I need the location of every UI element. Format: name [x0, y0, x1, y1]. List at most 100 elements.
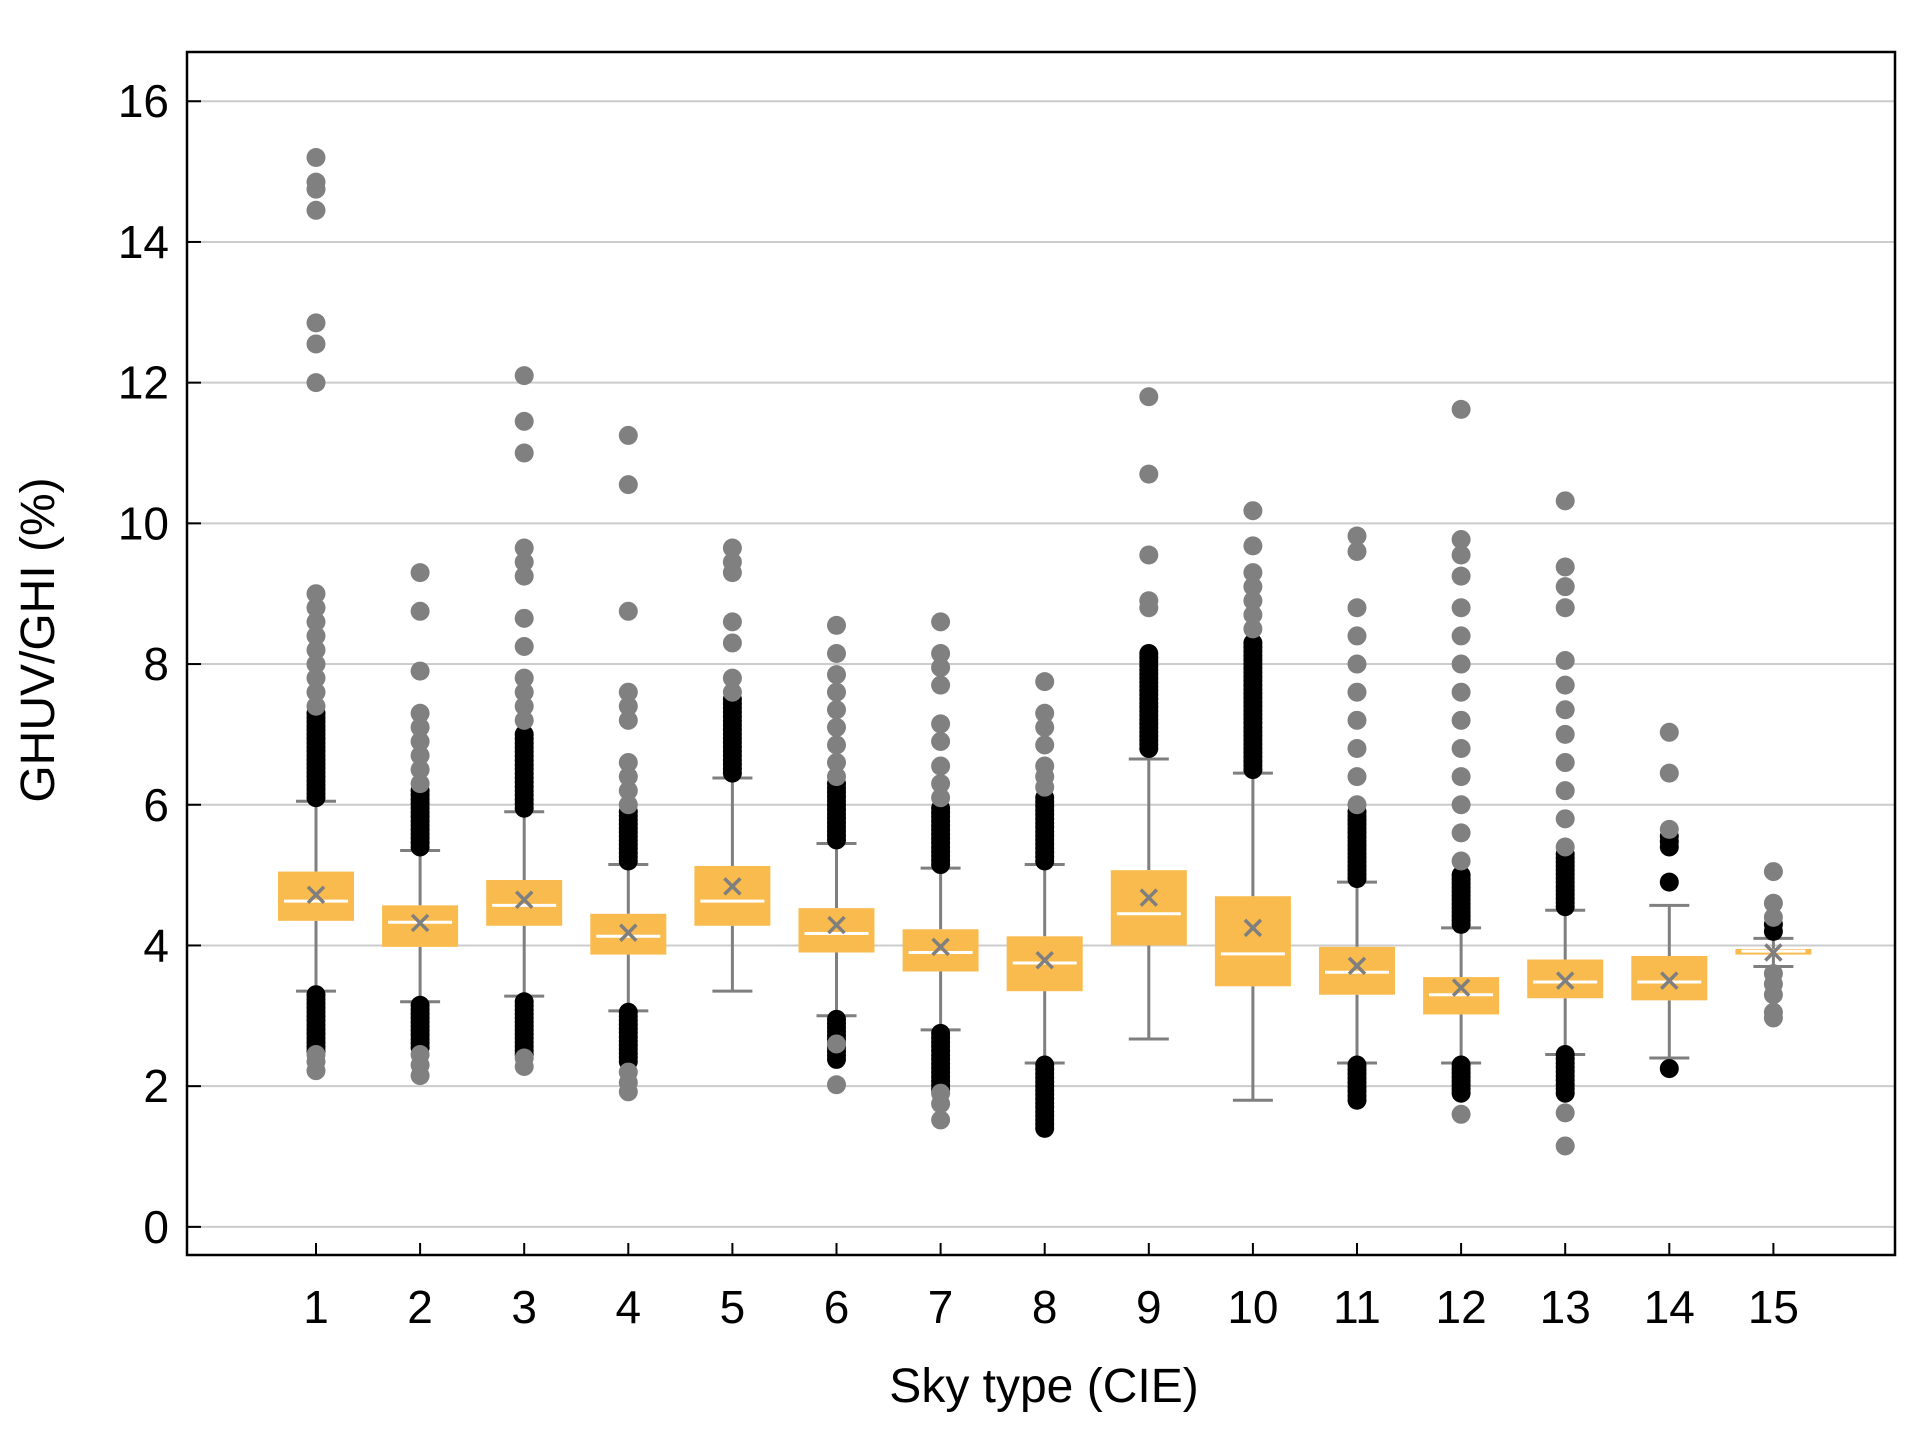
outlier-grey-11-2 [1347, 598, 1367, 618]
outlier-black-1-1-13 [306, 985, 326, 1005]
outlier-grey-12-9 [1451, 738, 1471, 758]
outlier-grey-4-4 [618, 696, 638, 716]
outlier-grey-3-13 [514, 1048, 534, 1068]
y-tick-label-0: 0 [143, 1201, 169, 1253]
mean-marker-stroke-b-7 [931, 937, 950, 957]
outlier-grey-3-2 [514, 443, 534, 463]
x-tick-label-6: 6 [824, 1281, 850, 1333]
y-tick-label-14: 14 [118, 216, 169, 268]
outlier-grey-4-7 [618, 767, 638, 787]
outlier-grey-7-8 [931, 788, 951, 808]
outlier-grey-2-6 [410, 746, 430, 766]
outlier-grey-6-6 [827, 735, 846, 755]
mean-marker-stroke-b-11 [1347, 956, 1367, 976]
box-group-7 [902, 866, 979, 1032]
x-tick-label-2: 2 [407, 1281, 433, 1333]
y-axis-title: GHUV/GHI (%) [12, 477, 65, 802]
outlier-grey-1-3 [306, 200, 326, 220]
outlier-grey-11-6 [1347, 710, 1367, 730]
mean-marker-stroke-b-4 [619, 923, 638, 943]
x-tick-label-9: 9 [1136, 1281, 1162, 1333]
outlier-grey-11-1 [1347, 541, 1367, 561]
outlier-black-3-0-17 [514, 724, 534, 744]
outlier-grey-1-12 [306, 654, 326, 674]
x-tick-label-7: 7 [928, 1281, 954, 1333]
mean-marker-stroke-b-6 [827, 915, 846, 935]
outlier-grey-11-7 [1347, 738, 1367, 758]
mean-marker-stroke-b-12 [1451, 978, 1471, 997]
outlier-grey-9-4 [1139, 598, 1159, 618]
outlier-grey-13-5 [1555, 675, 1575, 695]
box-group-9 [1110, 757, 1187, 1041]
outlier-grey-1-6 [306, 373, 326, 393]
outlier-grey-5-2 [722, 563, 742, 583]
outlier-grey-5-6 [722, 682, 742, 702]
mean-marker-4 [619, 923, 638, 943]
mean-marker-9 [1139, 888, 1159, 907]
outlier-grey-4-2 [618, 601, 638, 621]
mean-marker-14 [1660, 971, 1679, 990]
x-tick-label-4: 4 [616, 1281, 642, 1333]
box-group-10 [1214, 771, 1291, 1102]
outlier-grey-1-11 [306, 640, 326, 660]
outlier-grey-2-5 [410, 731, 430, 751]
plot-frame [185, 50, 1897, 1257]
outlier-grey-2-0 [410, 563, 430, 583]
outlier-grey-3-11 [514, 710, 534, 730]
outlier-grey-7-4 [931, 714, 951, 734]
outlier-grey-1-9 [306, 612, 326, 632]
outlier-black-6-1-10 [827, 1009, 846, 1029]
x-tick-label-8: 8 [1032, 1281, 1058, 1333]
outlier-grey-1-13 [306, 668, 326, 688]
outlier-grey-3-6 [514, 608, 534, 628]
outlier-grey-15-5 [1763, 985, 1783, 1005]
x-tick-label-10: 10 [1227, 1281, 1278, 1333]
outlier-grey-7-2 [931, 658, 951, 678]
mean-marker-15 [1764, 943, 1783, 962]
mean-marker-10 [1243, 918, 1263, 938]
mean-marker-2 [410, 913, 430, 933]
outlier-grey-13-10 [1555, 809, 1575, 829]
mean-marker-stroke-b-3 [514, 890, 534, 909]
box-group-11 [1319, 880, 1395, 1065]
mean-marker-stroke-b-10 [1243, 918, 1263, 938]
outlier-grey-13-6 [1555, 700, 1575, 720]
outlier-grey-1-5 [306, 334, 326, 354]
box-group-3 [486, 810, 563, 998]
y-tick-label-2: 2 [143, 1060, 169, 1112]
box-group-1 [278, 799, 354, 993]
outlier-grey-15-2 [1763, 907, 1783, 927]
outlier-black-4-1-12 [618, 1002, 638, 1022]
outlier-black-7-1-13 [931, 1023, 951, 1043]
outlier-black-3-1-13 [514, 992, 534, 1012]
outlier-grey-6-10 [827, 1034, 846, 1054]
outlier-grey-2-2 [410, 661, 430, 681]
outlier-grey-14-0 [1659, 722, 1679, 742]
box-group-8 [1006, 863, 1083, 1065]
outlier-grey-1-15 [306, 696, 326, 716]
outlier-grey-7-7 [931, 774, 951, 794]
outlier-grey-1-18 [306, 1061, 326, 1081]
x-tick-label-14: 14 [1644, 1281, 1695, 1333]
outlier-grey-13-13 [1555, 1103, 1575, 1123]
outlier-grey-11-9 [1347, 795, 1367, 815]
outlier-grey-12-11 [1451, 795, 1471, 815]
y-tick-label-16: 16 [118, 75, 169, 127]
mean-marker-5 [723, 877, 742, 896]
outlier-grey-10-1 [1243, 536, 1263, 556]
outlier-grey-6-8 [827, 767, 846, 787]
mean-marker-stroke-b-15 [1764, 943, 1783, 962]
outlier-grey-2-3 [410, 703, 430, 723]
outlier-grey-11-8 [1347, 767, 1367, 787]
box-group-15 [1735, 936, 1812, 969]
outlier-grey-10-3 [1243, 577, 1263, 597]
mean-marker-13 [1555, 971, 1575, 990]
mean-marker-8 [1035, 950, 1054, 970]
box-5 [694, 865, 771, 926]
outlier-black-13-1-9 [1555, 1045, 1575, 1064]
x-tick-label-11: 11 [1333, 1281, 1381, 1333]
outlier-grey-12-7 [1451, 682, 1471, 702]
box-group-14 [1631, 903, 1708, 1060]
